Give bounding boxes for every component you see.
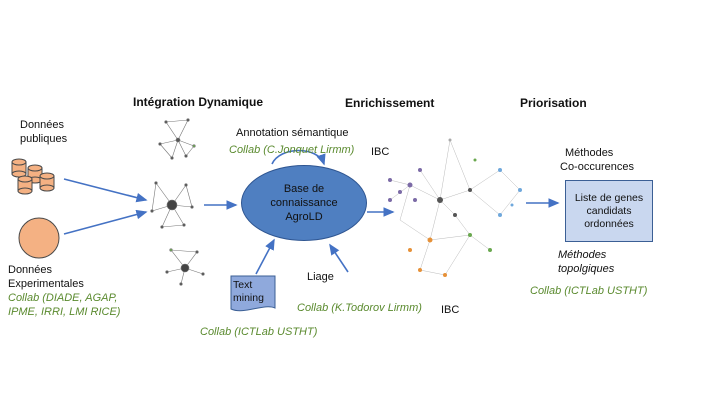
annotation-collab: Collab (C.Jonquet Lirmm) xyxy=(229,144,355,156)
enrichment-network-icon xyxy=(389,139,521,276)
text-mining-collab: Collab (ICTLab USTHT) xyxy=(200,326,318,338)
public-data-label-line2: publiques xyxy=(20,133,68,145)
text-mining-document-icon: Text mining xyxy=(230,275,276,315)
experimental-collab-line1: Collab (DIADE, AGAP, xyxy=(8,292,118,304)
result-box-line3: ordonnées xyxy=(584,217,634,230)
annotation-org: IBC xyxy=(371,146,390,158)
linking-collab: Collab (K.Todorov Lirmm) xyxy=(297,302,422,314)
network-graph-icon xyxy=(150,118,205,286)
public-data-label-line1: Données xyxy=(20,119,65,131)
text-mining-line2: mining xyxy=(233,292,264,304)
knowledge-base-ellipse: Base de connaissance AgroLD xyxy=(241,165,367,241)
result-box-line1: Liste de genes xyxy=(574,191,644,204)
methods-topo-line2: topolgiques xyxy=(558,263,615,275)
methods-collab: Collab (ICTLab USTHT) xyxy=(530,285,648,297)
experimental-collab-line2: IPME, IRRI, LMI RICE) xyxy=(8,306,121,318)
linking-org: IBC xyxy=(441,304,460,316)
experimental-data-label-line2: Experimentales xyxy=(8,278,84,290)
text-mining-line1: Text xyxy=(233,279,253,291)
heading-integration: Intégration Dynamique xyxy=(133,95,264,109)
linking-label: Liage xyxy=(307,271,334,283)
annotation-label: Annotation sémantique xyxy=(236,127,349,139)
methods-cooc-line1: Méthodes xyxy=(565,147,614,159)
methods-cooc-line2: Co-occurences xyxy=(560,161,634,173)
experimental-data-circle-icon xyxy=(18,217,60,259)
knowledge-base-line3: AgroLD xyxy=(285,211,323,223)
enrichment-network-nodes-icon xyxy=(388,168,422,202)
heading-enrichment: Enrichissement xyxy=(345,96,435,110)
result-box-line2: candidats xyxy=(586,204,632,217)
heading-prioritization: Priorisation xyxy=(520,96,587,110)
database-cylinders-icon xyxy=(11,158,55,195)
knowledge-base-line2: connaissance xyxy=(270,197,338,209)
experimental-data-label-line1: Données xyxy=(8,264,53,276)
knowledge-base-line1: Base de xyxy=(283,183,325,195)
methods-topo-line1: Méthodes xyxy=(558,249,607,261)
flow-arrows xyxy=(63,149,560,275)
result-box: Liste de genes candidats ordonnées xyxy=(565,180,653,242)
